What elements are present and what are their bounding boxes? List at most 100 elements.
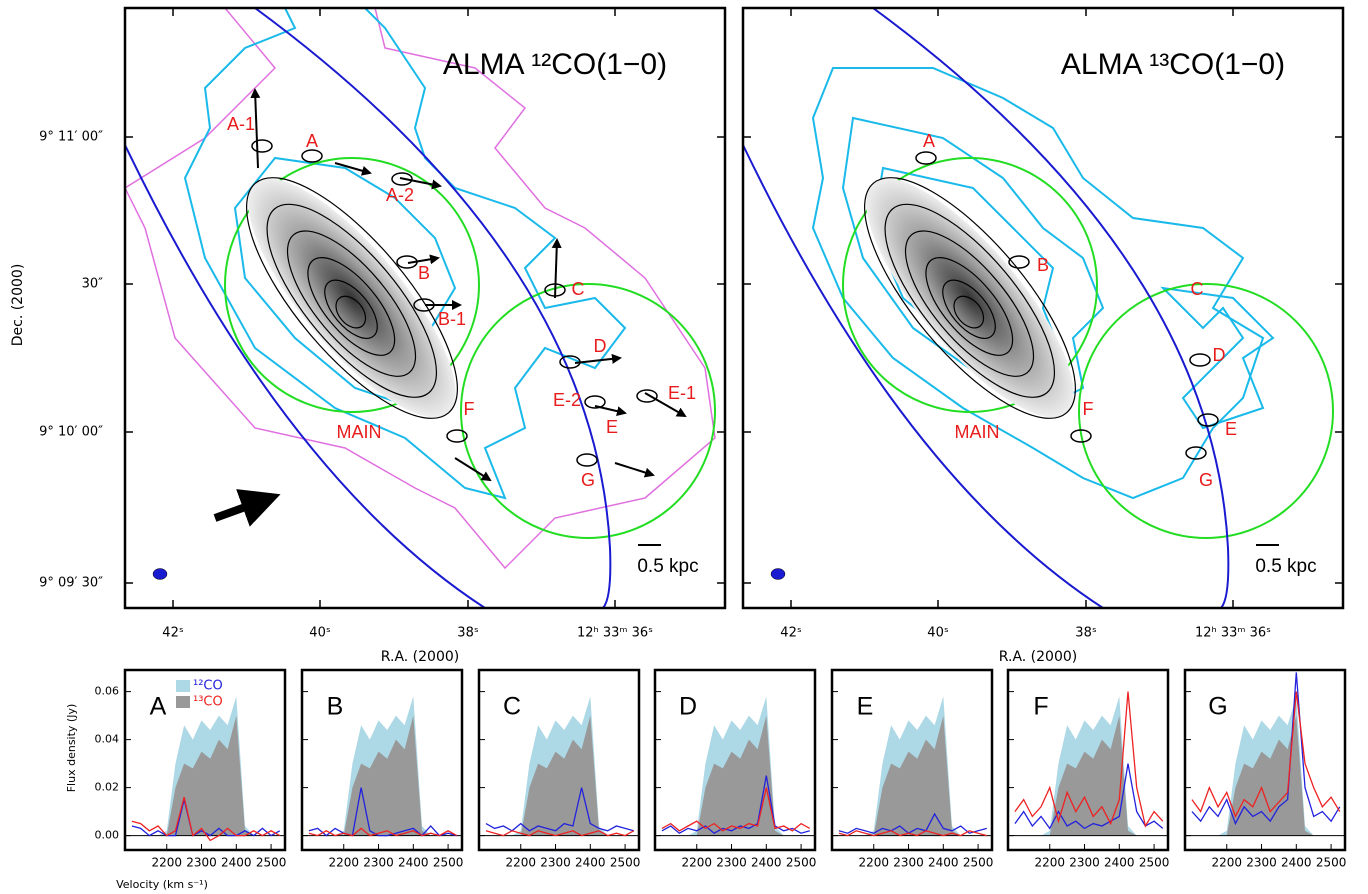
y-tick-label: 0.06: [95, 685, 120, 698]
outflow-arrow: [594, 405, 627, 417]
x-tick-label: 2400: [1104, 856, 1135, 870]
x-tick-label: 2300: [893, 856, 924, 870]
y-tick-label: 0.04: [95, 733, 120, 746]
clump: [391, 172, 413, 186]
outflow-arrow: [407, 254, 440, 265]
x-tick-label: 12ʰ 33ᵐ 36ˢ: [577, 626, 653, 641]
co-contour: [266, 203, 438, 398]
region-spectrum: [838, 812, 987, 834]
x-tick-label: 2400: [575, 856, 606, 870]
outflow-arrow: [334, 162, 372, 176]
x-tick-label: 12ʰ 33ᵐ 36ˢ: [1195, 626, 1271, 641]
region-label: A: [923, 131, 935, 151]
main-spectrum-area: [131, 715, 280, 836]
x-tick-label: 2200: [1034, 856, 1065, 870]
beam: [152, 568, 168, 580]
x-axis-label: R.A. (2000): [999, 649, 1077, 665]
x-tick-label: 42ˢ: [780, 626, 802, 641]
region-label: E-1: [668, 383, 696, 403]
region-spectrum: [485, 830, 635, 837]
region-spectrum: [308, 827, 458, 837]
panel-label: E: [857, 693, 874, 721]
spectrum-panel: [655, 696, 815, 837]
co-contour: [884, 203, 1056, 398]
main-spectrum-area: [838, 715, 987, 836]
clump: [251, 139, 273, 153]
outflow-arrow: [614, 462, 655, 478]
co-contour: [286, 230, 417, 377]
panel-label: F: [1033, 693, 1048, 721]
main-spectrum-area: [308, 715, 457, 836]
region-label: D: [1213, 345, 1226, 365]
co-contour: [925, 256, 1014, 356]
co-contour: [324, 279, 378, 339]
clump: [636, 389, 658, 403]
x-tick-label: 38ˢ: [1075, 626, 1097, 641]
region-label: A-2: [386, 185, 414, 205]
x-tick-label: 2500: [786, 856, 817, 870]
legend-swatch: [176, 680, 190, 692]
clump: [1197, 413, 1219, 427]
region-label: MAIN: [337, 422, 382, 442]
co-contour: [307, 256, 396, 356]
map-title: ALMA ¹³CO(1−0): [1061, 48, 1285, 81]
spectrum-panel: [125, 696, 285, 842]
region-label: A-1: [227, 114, 255, 134]
beam-circle: [1078, 283, 1334, 539]
panel-label: C: [503, 693, 521, 721]
region-label: A: [306, 131, 318, 151]
y-tick-label: 30″: [82, 277, 104, 292]
x-tick-label: 2500: [963, 856, 994, 870]
x-tick-label: 2400: [928, 856, 959, 870]
x-tick-label: 2300: [186, 856, 217, 870]
region-label: E: [606, 417, 618, 437]
x-tick-label: 40ˢ: [309, 626, 331, 641]
region-spectrum: [661, 787, 811, 832]
x-tick-label: 40ˢ: [927, 626, 949, 641]
region-spectrum: [1191, 672, 1341, 826]
region-label: MAIN: [955, 422, 1000, 442]
main-spectrum-area: [1191, 715, 1340, 836]
scalebar-label: 0.5 kpc: [637, 556, 698, 577]
co-contour: [246, 177, 458, 419]
outflow-arrow: [250, 88, 261, 169]
spectrum-panel: [1008, 691, 1168, 837]
spectrum-panel: [832, 696, 992, 837]
legend-swatch: [176, 696, 190, 708]
region-spectrum: [308, 787, 457, 837]
clump: [301, 149, 323, 163]
cyan-contour: [811, 67, 1265, 500]
region-spectrum: [661, 775, 810, 834]
disk-edge: [872, 8, 1230, 608]
spectrum-frame: [477, 668, 641, 852]
x-tick-label: 2500: [433, 856, 464, 870]
co-contour: [953, 295, 985, 329]
clump: [576, 453, 598, 467]
y-tick-label: 0.00: [95, 829, 120, 842]
disk-edge: [254, 8, 612, 608]
region-label: E: [1225, 419, 1237, 439]
region-label: C: [572, 279, 585, 299]
x-tick-label: 2400: [398, 856, 429, 870]
region-label: E-2: [553, 390, 581, 410]
x-tick-label: 2300: [1069, 856, 1100, 870]
x-tick-label: 2500: [1316, 856, 1347, 870]
co-contour: [904, 230, 1035, 377]
y-tick-label: 9° 10′ 00″: [39, 425, 103, 440]
region-spectrum: [131, 799, 281, 837]
hi-contour: [125, 8, 716, 570]
spectrum-frame: [300, 668, 464, 852]
y-axis-label: Flux density (Jy): [65, 704, 78, 793]
map-content: [125, 8, 716, 608]
cyan-contour: [841, 116, 1105, 410]
region-label: G: [581, 470, 595, 490]
region-spectrum: [485, 787, 634, 832]
clump: [1008, 255, 1030, 269]
legend-label: ¹³CO: [193, 695, 223, 710]
region-label: C: [1191, 279, 1204, 299]
x-tick-label: 2400: [751, 856, 782, 870]
outflow-arrow: [399, 177, 442, 190]
region-spectrum: [1014, 763, 1164, 830]
outflow-arrow: [551, 238, 562, 299]
